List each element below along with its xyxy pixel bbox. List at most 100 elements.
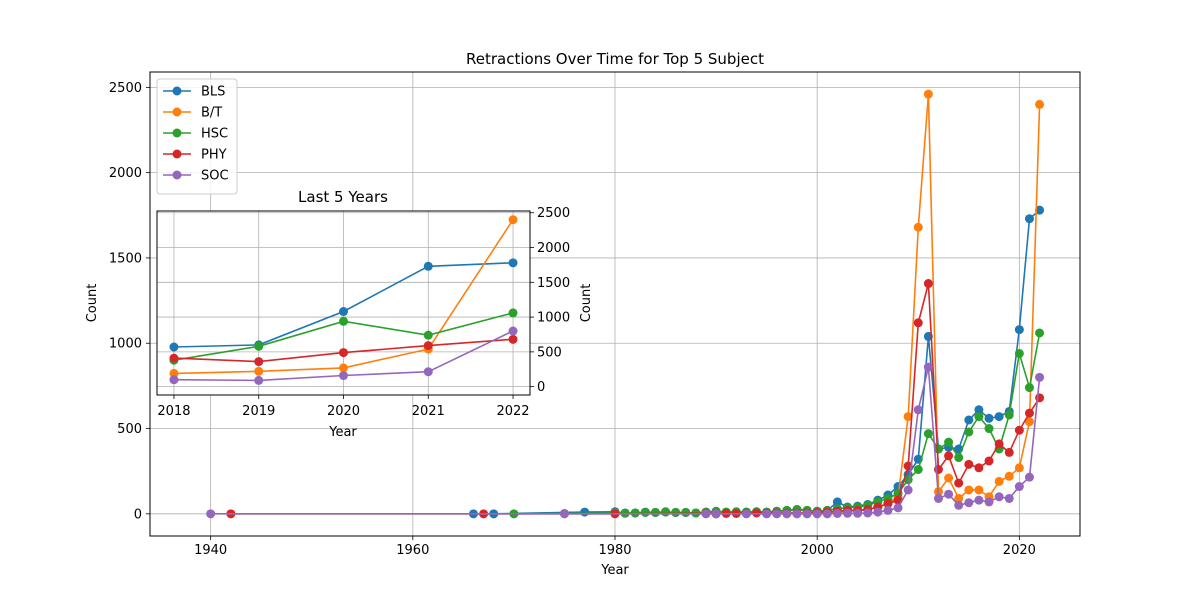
main-x-ticks: 1940 1960 1980 2000 2020	[194, 536, 1036, 558]
main-data-point-b-t	[944, 473, 954, 483]
inset-y-tick-label: 1000	[537, 311, 570, 326]
inset-data-point-hsc	[339, 316, 348, 326]
inset-x-tick-label: 2020	[327, 404, 360, 419]
main-data-point-hsc	[640, 507, 650, 517]
inset-y-tick-label: 500	[537, 345, 562, 360]
inset-data-point-bls	[423, 261, 433, 271]
main-data-point-soc	[1014, 482, 1024, 492]
main-data-point-hsc	[1014, 348, 1024, 358]
main-data-point-hsc	[954, 453, 964, 463]
legend-marker-soc	[172, 170, 182, 180]
main-chart-title: Retractions Over Time for Top 5 Subject	[466, 50, 764, 68]
main-data-point-b-t	[954, 493, 964, 503]
main-data-point-soc	[923, 362, 933, 372]
legend-entry-hsc: HSC	[163, 127, 228, 142]
legend-marker-b-t	[172, 107, 182, 117]
main-data-point-hsc	[933, 444, 943, 454]
main-x-tick-label: 2020	[1003, 543, 1036, 558]
main-data-point-phy	[944, 451, 954, 461]
legend-entry-soc: SOC	[163, 169, 229, 184]
main-data-point-soc	[741, 509, 751, 519]
inset-chart: 2018 2019 2020 2021 2022 0 500 1000 1500 2000 250…	[156, 188, 594, 440]
main-y-tick-label: 0	[134, 507, 142, 522]
main-data-point-bls	[994, 412, 1004, 422]
inset-x-axis-label: Year	[328, 425, 357, 440]
main-data-point-soc	[1035, 372, 1045, 382]
main-data-point-phy	[913, 318, 923, 328]
main-data-point-soc	[711, 509, 721, 519]
main-data-point-phy	[1014, 425, 1024, 435]
main-data-point-phy	[994, 439, 1004, 449]
main-data-point-soc	[762, 509, 772, 519]
main-data-point-hsc	[661, 507, 671, 517]
legend-label-phy: PHY	[201, 148, 227, 163]
main-series-soc	[206, 362, 1045, 519]
inset-x-tick-label: 2018	[157, 404, 190, 419]
inset-series-phy	[169, 334, 518, 367]
inset-data-point-phy	[423, 341, 433, 351]
main-y-tick-label: 2000	[109, 166, 142, 181]
main-data-point-b-t	[1004, 471, 1014, 481]
inset-data-point-phy	[339, 348, 348, 358]
main-data-point-soc	[701, 509, 711, 519]
main-data-point-phy	[1004, 447, 1014, 457]
main-data-point-soc	[964, 498, 974, 508]
main-data-point-bls	[1024, 214, 1034, 224]
main-data-point-soc	[853, 508, 863, 518]
inset-series-soc	[169, 326, 518, 385]
main-data-point-soc	[782, 509, 792, 519]
legend-label-soc: SOC	[201, 169, 229, 184]
main-data-point-bls	[1014, 325, 1024, 335]
main-data-point-bls	[984, 413, 994, 423]
main-data-point-soc	[893, 503, 903, 513]
main-x-tick-label: 1980	[598, 543, 631, 558]
main-data-point-soc	[873, 507, 883, 517]
main-data-point-b-t	[974, 485, 984, 495]
main-x-tick-label: 1960	[396, 543, 429, 558]
main-y-tick-label: 2500	[109, 81, 142, 96]
inset-data-point-b-t	[254, 366, 264, 376]
main-data-point-soc	[984, 497, 994, 507]
inset-data-point-b-t	[508, 215, 518, 225]
main-data-point-phy	[883, 499, 893, 509]
main-data-point-soc	[792, 509, 802, 519]
main-data-point-hsc	[671, 507, 681, 517]
main-data-point-phy	[984, 456, 994, 466]
legend: BLS B/T HSC PHY SOC	[156, 78, 238, 195]
main-data-point-b-t	[1024, 417, 1034, 427]
main-data-point-soc	[206, 509, 216, 519]
main-data-point-hsc	[913, 464, 923, 474]
inset-y-tick-label: 2000	[537, 241, 570, 256]
main-data-point-b-t	[903, 412, 913, 422]
main-series	[206, 89, 1045, 519]
inset-x-tick-label: 2019	[242, 404, 275, 419]
main-y-tick-label: 1000	[109, 337, 142, 352]
inset-data-point-phy	[169, 353, 179, 363]
main-data-point-phy	[964, 459, 974, 469]
legend-marker-hsc	[172, 128, 182, 138]
inset-x-ticks: 2018 2019 2020 2021 2022	[157, 395, 530, 419]
main-x-axis-label: Year	[600, 563, 629, 578]
inset-data-point-hsc	[254, 341, 264, 351]
main-data-point-soc	[832, 508, 842, 518]
inset-data-point-soc	[508, 326, 518, 336]
main-data-point-phy	[1024, 408, 1034, 418]
legend-entry-phy: PHY	[163, 148, 227, 163]
inset-y-tick-label: 0	[537, 380, 545, 395]
main-data-point-hsc	[1024, 383, 1034, 393]
main-data-point-soc	[822, 509, 832, 519]
main-data-point-bls	[1035, 205, 1045, 215]
main-data-point-b-t	[1014, 463, 1024, 473]
main-data-point-soc	[1024, 472, 1034, 482]
main-data-point-bls	[580, 507, 590, 517]
inset-y-axis-label: Count	[579, 284, 594, 323]
main-data-point-soc	[944, 489, 954, 499]
main-data-point-bls	[832, 497, 842, 507]
inset-data-point-phy	[508, 334, 518, 344]
main-y-axis-label: Count	[85, 284, 100, 323]
inset-data-point-bls	[508, 258, 518, 268]
main-data-point-soc	[843, 508, 852, 518]
main-data-point-soc	[903, 485, 913, 495]
inset-x-tick-label: 2022	[496, 404, 529, 419]
